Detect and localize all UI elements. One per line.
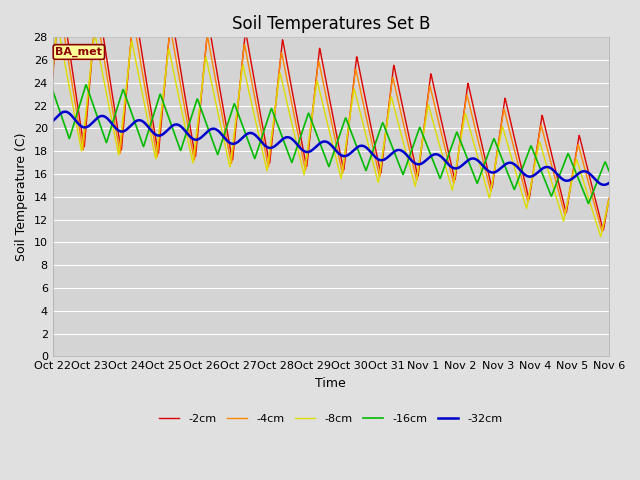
-32cm — [49, 118, 56, 124]
-8cm — [54, 23, 61, 28]
-16cm — [584, 201, 592, 206]
-4cm — [605, 195, 612, 201]
Title: Soil Temperatures Set B: Soil Temperatures Set B — [232, 15, 430, 33]
-8cm — [508, 156, 516, 162]
Line: -4cm: -4cm — [52, 14, 609, 232]
-16cm — [556, 172, 564, 178]
-4cm — [556, 193, 564, 199]
-16cm — [268, 106, 275, 111]
-2cm — [508, 124, 516, 130]
-8cm — [49, 67, 56, 72]
Line: -16cm: -16cm — [52, 85, 609, 204]
-2cm — [417, 155, 424, 160]
-32cm — [600, 182, 608, 188]
-32cm — [281, 135, 289, 141]
-32cm — [61, 109, 69, 115]
-8cm — [268, 135, 275, 141]
-4cm — [508, 137, 516, 143]
-32cm — [605, 180, 612, 186]
Y-axis label: Soil Temperature (C): Soil Temperature (C) — [15, 132, 28, 261]
-2cm — [49, 74, 56, 80]
Legend: -2cm, -4cm, -8cm, -16cm, -32cm: -2cm, -4cm, -8cm, -16cm, -32cm — [155, 410, 507, 429]
-2cm — [54, 12, 62, 17]
-4cm — [172, 56, 180, 62]
-16cm — [172, 135, 180, 141]
-4cm — [268, 139, 275, 145]
Line: -8cm: -8cm — [52, 25, 609, 237]
-32cm — [556, 174, 564, 180]
X-axis label: Time: Time — [316, 377, 346, 390]
-16cm — [605, 168, 612, 174]
-4cm — [54, 12, 62, 17]
-8cm — [605, 198, 612, 204]
-2cm — [600, 227, 607, 233]
-8cm — [556, 206, 564, 212]
-8cm — [597, 234, 605, 240]
-2cm — [268, 145, 275, 151]
-8cm — [417, 151, 424, 157]
-2cm — [605, 197, 612, 203]
-4cm — [598, 229, 606, 235]
-16cm — [49, 87, 56, 93]
Text: BA_met: BA_met — [56, 47, 102, 57]
-4cm — [49, 70, 56, 75]
-4cm — [281, 66, 289, 72]
-4cm — [417, 151, 424, 157]
-2cm — [556, 185, 564, 191]
-8cm — [172, 80, 180, 86]
-16cm — [281, 141, 289, 147]
-32cm — [172, 121, 180, 127]
-16cm — [417, 126, 424, 132]
-16cm — [508, 181, 516, 187]
-32cm — [508, 160, 516, 166]
-16cm — [82, 82, 90, 88]
-8cm — [281, 90, 289, 96]
Line: -2cm: -2cm — [52, 14, 609, 230]
-2cm — [172, 38, 180, 44]
-32cm — [268, 145, 275, 151]
-32cm — [417, 161, 424, 167]
-2cm — [281, 48, 289, 54]
Line: -32cm: -32cm — [52, 112, 609, 185]
